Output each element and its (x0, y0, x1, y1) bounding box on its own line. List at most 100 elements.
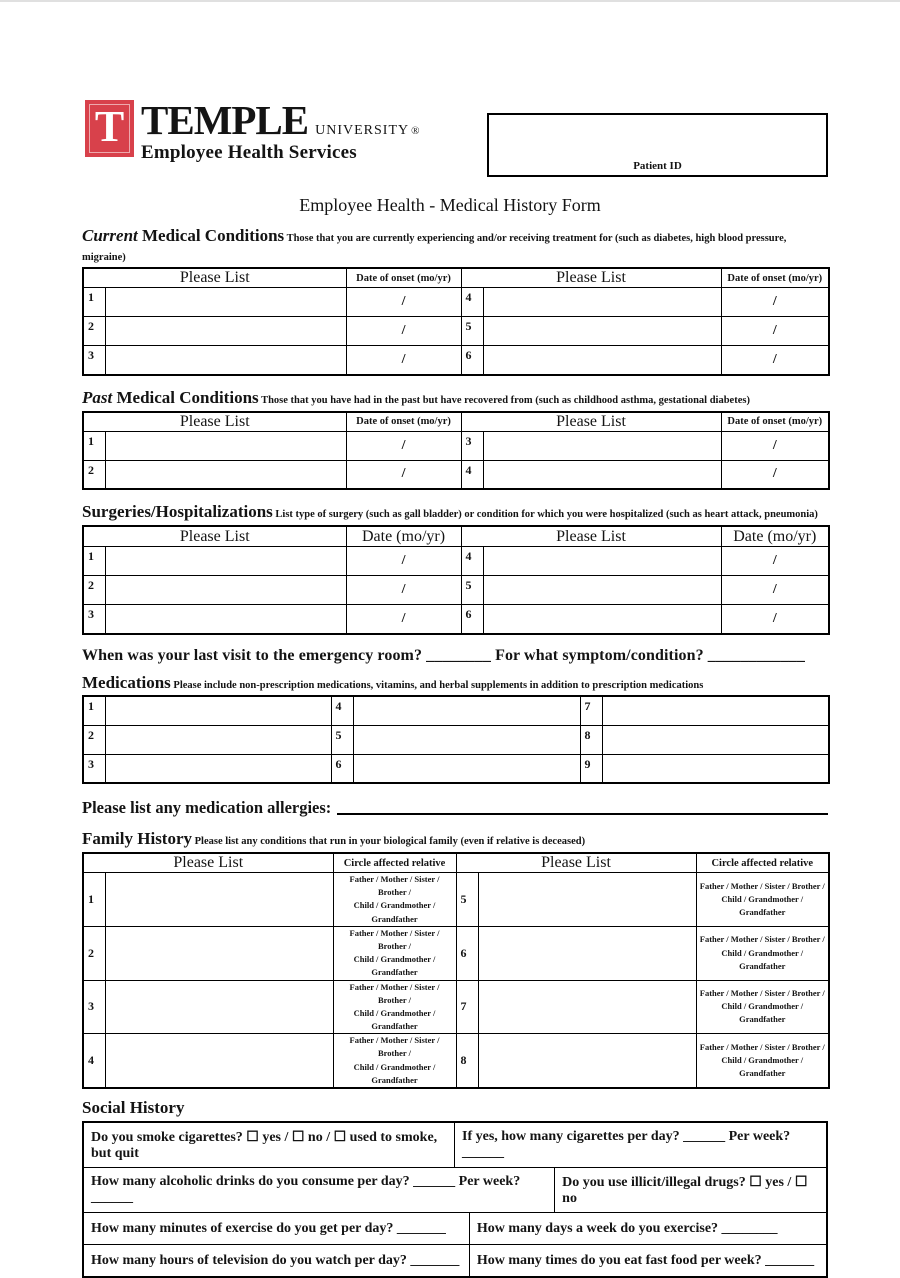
medication-allergies-blank[interactable] (337, 801, 828, 816)
relative-options[interactable]: Father / Mother / Sister / Brother / Chil… (332, 872, 457, 927)
row-number: 5 (330, 724, 354, 755)
television-question[interactable]: How many hours of television do you watc… (84, 1244, 470, 1276)
patient-id-box[interactable]: Patient ID (487, 113, 828, 177)
date-entry-cell[interactable]: / (720, 287, 830, 318)
family-condition-entry-cell[interactable] (104, 872, 334, 927)
row-number: 1 (82, 430, 106, 461)
column-header-please-list: Please List (460, 267, 722, 289)
column-header-date: Date (mo/yr) (345, 525, 462, 548)
date-entry-cell[interactable]: / (720, 546, 830, 577)
condition-entry-cell[interactable] (104, 345, 347, 376)
medication-entry-cell[interactable] (104, 753, 332, 784)
family-history-heading: Family History Please list any condition… (82, 829, 586, 849)
date-entry-cell[interactable]: / (345, 459, 462, 490)
row-number: 2 (82, 575, 106, 606)
fast-food-question[interactable]: How many times do you eat fast food per … (476, 1252, 815, 1268)
condition-entry-cell[interactable] (104, 430, 347, 461)
surgery-entry-cell[interactable] (482, 604, 722, 635)
surgery-entry-cell[interactable] (104, 575, 347, 606)
form-content: Current Medical Conditions Those that yo… (82, 226, 831, 1278)
table-row: 3/ 6/ (82, 604, 830, 635)
family-condition-entry-cell[interactable] (104, 1033, 334, 1089)
row-number: 4 (460, 546, 484, 577)
row-number: 1 (82, 287, 106, 318)
medication-entry-cell[interactable] (352, 753, 581, 784)
row-number: 6 (460, 604, 484, 635)
condition-entry-cell[interactable] (482, 287, 722, 318)
date-entry-cell[interactable]: / (345, 546, 462, 577)
relative-options[interactable]: Father / Mother / Sister / Brother / Chil… (695, 1033, 830, 1089)
er-visit-question[interactable]: When was your last visit to the emergenc… (82, 646, 806, 664)
condition-entry-cell[interactable] (482, 430, 722, 461)
past-conditions-table: Please List Date of onset (mo/yr) Please… (82, 410, 831, 491)
form-title: Employee Health - Medical History Form (299, 195, 601, 215)
surgery-entry-cell[interactable] (482, 546, 722, 577)
current-conditions-table: Please List Date of onset (mo/yr) Please… (82, 267, 831, 376)
family-condition-entry-cell[interactable] (104, 979, 334, 1035)
table-row: 3/ 6/ (82, 345, 830, 376)
table-row: How many hours of television do you watc… (84, 1243, 826, 1276)
date-entry-cell[interactable]: / (345, 430, 462, 461)
medication-entry-cell[interactable] (601, 753, 830, 784)
exercise-minutes-question[interactable]: How many minutes of exercise do you get … (84, 1212, 470, 1244)
medication-entry-cell[interactable] (104, 724, 332, 755)
condition-entry-cell[interactable] (482, 459, 722, 490)
date-entry-cell[interactable]: / (720, 430, 830, 461)
condition-entry-cell[interactable] (104, 316, 347, 347)
medication-entry-cell[interactable] (352, 695, 581, 726)
table-row: 2/ 5/ (82, 575, 830, 606)
family-condition-entry-cell[interactable] (477, 979, 697, 1035)
medication-entry-cell[interactable] (601, 724, 830, 755)
table-row: 2 Father / Mother / Sister / Brother / Ch… (82, 925, 830, 981)
condition-entry-cell[interactable] (482, 316, 722, 347)
cigarettes-per-day-question[interactable]: If yes, how many cigarettes per day? ___… (462, 1129, 791, 1161)
row-number: 3 (82, 604, 106, 635)
family-condition-entry-cell[interactable] (477, 925, 697, 981)
medication-entry-cell[interactable] (601, 695, 830, 726)
date-entry-cell[interactable]: / (345, 345, 462, 376)
relative-options[interactable]: Father / Mother / Sister / Brother / Chil… (332, 925, 457, 981)
date-entry-cell[interactable]: / (345, 575, 462, 606)
table-row: 1 Father / Mother / Sister / Brother / Ch… (82, 872, 830, 927)
surgeries-heading: Surgeries/Hospitalizations List type of … (82, 502, 818, 522)
row-number: 4 (82, 1033, 106, 1089)
relative-options[interactable]: Father / Mother / Sister / Brother / Chil… (332, 1033, 457, 1089)
surgery-entry-cell[interactable] (104, 604, 347, 635)
date-entry-cell[interactable]: / (720, 459, 830, 490)
date-entry-cell[interactable]: / (720, 316, 830, 347)
section-current-conditions: Current Medical Conditions Those that yo… (82, 226, 831, 376)
condition-entry-cell[interactable] (482, 345, 722, 376)
smoke-question[interactable]: Do you smoke cigarettes? ☐ yes / ☐ no / … (84, 1122, 455, 1167)
relative-options[interactable]: Father / Mother / Sister / Brother / Chil… (695, 979, 830, 1035)
drugs-question[interactable]: Do you use illicit/illegal drugs? ☐ yes … (562, 1174, 808, 1206)
family-condition-entry-cell[interactable] (104, 925, 334, 981)
past-conditions-caption: Those that you have had in the past but … (258, 394, 750, 406)
family-condition-entry-cell[interactable] (477, 872, 697, 927)
alcohol-question[interactable]: How many alcoholic drinks do you consume… (84, 1167, 556, 1212)
family-condition-entry-cell[interactable] (477, 1033, 697, 1089)
date-entry-cell[interactable]: / (720, 604, 830, 635)
condition-entry-cell[interactable] (104, 459, 347, 490)
column-header-please-list: Please List (455, 852, 697, 874)
relative-options[interactable]: Father / Mother / Sister / Brother / Chil… (332, 979, 457, 1035)
date-entry-cell[interactable]: / (345, 604, 462, 635)
table-row: 2 5 8 (82, 724, 830, 755)
row-number: 4 (330, 695, 354, 726)
relative-options[interactable]: Father / Mother / Sister / Brother / Chil… (695, 872, 830, 927)
medication-entry-cell[interactable] (352, 724, 581, 755)
brand-text: TEMPLE UNIVERSITY ® Employee Health Servic… (141, 100, 420, 164)
date-entry-cell[interactable]: / (720, 345, 830, 376)
brand-university: UNIVERSITY (315, 123, 410, 138)
relative-options[interactable]: Father / Mother / Sister / Brother / Chil… (695, 925, 830, 981)
surgery-entry-cell[interactable] (482, 575, 722, 606)
condition-entry-cell[interactable] (104, 287, 347, 318)
date-entry-cell[interactable]: / (345, 287, 462, 318)
column-header-please-list: Please List (460, 525, 722, 548)
surgery-entry-cell[interactable] (104, 546, 347, 577)
medication-entry-cell[interactable] (104, 695, 332, 726)
family-history-caption: Please list any conditions that run in y… (192, 836, 586, 848)
date-entry-cell[interactable]: / (345, 316, 462, 347)
date-entry-cell[interactable]: / (720, 575, 830, 606)
exercise-days-question[interactable]: How many days a week do you exercise? __… (476, 1220, 778, 1236)
column-header-date-onset: Date of onset (mo/yr) (720, 411, 830, 432)
